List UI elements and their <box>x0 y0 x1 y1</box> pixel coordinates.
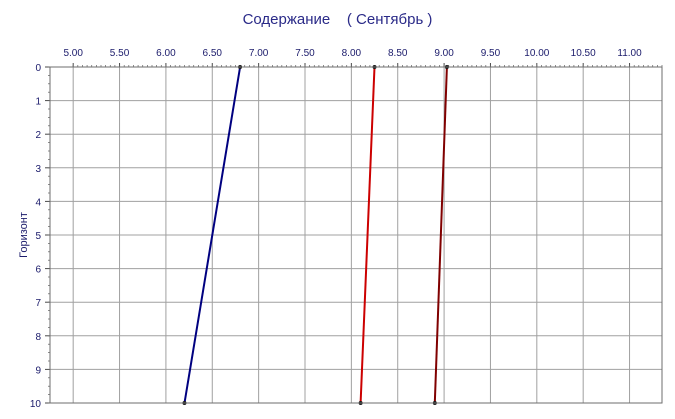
x-tick-label: 5.50 <box>110 48 130 59</box>
y-tick-label: 6 <box>35 265 41 276</box>
x-tick-label: 7.50 <box>295 48 315 59</box>
series-layer <box>182 65 449 405</box>
y-tick-label: 4 <box>35 197 41 208</box>
x-tick-label: 9.50 <box>481 48 501 59</box>
y-tick-label: 8 <box>35 332 41 343</box>
series-line <box>183 66 242 404</box>
y-tick-labels: 0 1 2 3 4 5 6 7 8 9 10 <box>30 63 42 410</box>
y-tick-label: 7 <box>35 298 41 309</box>
y-tick-label: 9 <box>35 365 41 376</box>
x-tick-label: 5.00 <box>63 48 83 59</box>
x-tick-label: 10.50 <box>571 48 596 59</box>
y-axis-label: Горизонт <box>18 212 30 258</box>
series-line <box>359 66 376 404</box>
x-tick-label: 6.00 <box>156 48 176 59</box>
x-tick-label: 6.50 <box>203 48 223 59</box>
x-tick-labels: 5.00 5.50 6.00 6.50 7.00 7.50 8.00 8.50 9.00 9.50… <box>63 48 642 59</box>
x-tick-label: 8.00 <box>342 48 362 59</box>
plot-border <box>49 66 663 404</box>
x-tick-label: 11.00 <box>617 48 642 59</box>
y-tick-label: 3 <box>35 164 41 175</box>
y-tick-label: 5 <box>35 231 41 242</box>
x-tick-label: 8.50 <box>388 48 408 59</box>
x-tick-label: 9.00 <box>434 48 454 59</box>
y-tick-label: 0 <box>35 63 41 74</box>
x-tick-label: 10.00 <box>524 48 549 59</box>
y-tick-label: 2 <box>35 130 41 141</box>
y-tick-label: 1 <box>35 97 41 108</box>
x-tick-label: 7.00 <box>249 48 269 59</box>
series-line <box>433 66 448 404</box>
y-tick-label: 10 <box>30 399 42 410</box>
chart-title: Содержание ( Сентябрь ) <box>242 11 433 28</box>
